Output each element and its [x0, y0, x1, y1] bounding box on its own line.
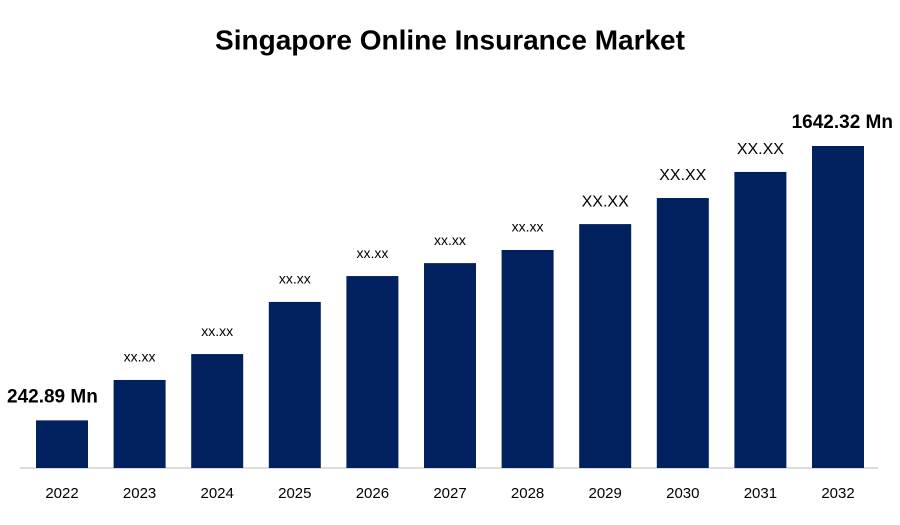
- bar: [346, 276, 399, 468]
- bar: [501, 249, 554, 468]
- data-label: XX.XX: [582, 193, 629, 210]
- x-tick-label: 2031: [744, 485, 777, 502]
- x-tick-label: 2029: [589, 485, 622, 502]
- data-label: xx.xx: [201, 323, 233, 339]
- data-label: xx.xx: [124, 349, 156, 365]
- chart-title: Singapore Online Insurance Market: [215, 24, 685, 55]
- x-tick-label: 2026: [356, 485, 389, 502]
- x-tick-label: 2025: [278, 485, 311, 502]
- bar: [113, 379, 166, 468]
- x-tick-label: 2023: [123, 485, 156, 502]
- x-tick-label: 2024: [201, 485, 234, 502]
- data-label: XX.XX: [737, 141, 784, 158]
- data-label: xx.xx: [512, 219, 544, 235]
- bar: [579, 224, 632, 468]
- data-label: xx.xx: [356, 245, 388, 261]
- bar: [812, 146, 864, 468]
- x-tick-label: 2022: [45, 485, 78, 502]
- bar: [424, 263, 476, 468]
- data-label: xx.xx: [434, 232, 466, 248]
- bar: [268, 301, 321, 468]
- data-label: 242.89 Mn: [7, 386, 98, 407]
- x-tick-label: 2030: [666, 485, 699, 502]
- bar: [191, 354, 244, 468]
- data-label: 1642.32 Mn: [792, 112, 893, 133]
- bar: [36, 420, 88, 468]
- x-tick-label: 2028: [511, 485, 544, 502]
- bar: [656, 198, 709, 469]
- x-tick-label: 2027: [433, 485, 466, 502]
- data-label: XX.XX: [659, 167, 706, 184]
- data-label: xx.xx: [279, 271, 311, 287]
- bar: [734, 171, 787, 468]
- x-tick-label: 2032: [821, 485, 854, 502]
